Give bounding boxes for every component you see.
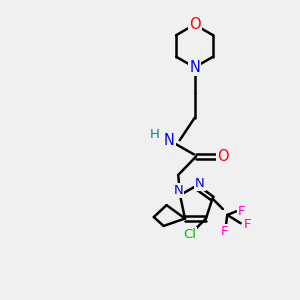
Text: F: F bbox=[244, 218, 251, 231]
Text: N: N bbox=[189, 60, 200, 75]
Text: F: F bbox=[238, 205, 245, 218]
Text: H: H bbox=[149, 128, 159, 141]
Text: F: F bbox=[220, 225, 228, 238]
Text: N: N bbox=[195, 177, 205, 190]
Text: Cl: Cl bbox=[183, 228, 196, 242]
Text: N: N bbox=[164, 133, 175, 148]
Text: N: N bbox=[174, 184, 183, 197]
Text: O: O bbox=[189, 17, 200, 32]
Text: O: O bbox=[218, 149, 229, 164]
